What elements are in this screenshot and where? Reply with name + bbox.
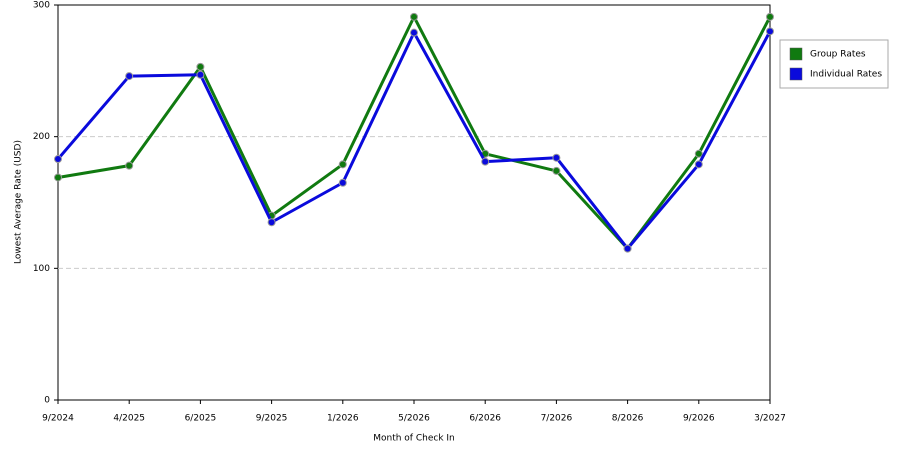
x-tick-label: 4/2025 [113, 414, 145, 424]
point [54, 155, 62, 164]
point [694, 160, 703, 169]
x-tick-label: 6/2025 [185, 414, 217, 424]
y-axis-label: Lowest Average Rate (USD) [14, 140, 24, 264]
x-tick-label: 9/2026 [683, 414, 715, 424]
point [267, 218, 276, 227]
x-tick-label: 1/2026 [327, 414, 359, 424]
point [125, 161, 134, 170]
x-tick-label: 9/2025 [256, 414, 288, 424]
x-tick-label: 3/2027 [754, 414, 786, 424]
y-tick-label: 100 [33, 264, 50, 274]
point [766, 27, 774, 36]
y-tick-label: 200 [33, 132, 50, 142]
y-tick-label: 0 [44, 396, 50, 406]
legend-box [779, 39, 889, 89]
point [552, 153, 561, 162]
legend-label: Group Rates [810, 50, 866, 60]
x-tick-label: 9/2024 [42, 414, 74, 424]
y-tick-label: 300 [33, 1, 50, 11]
point [196, 70, 205, 79]
x-axis-label: Month of Check In [373, 434, 455, 444]
legend-label: Individual Rates [810, 70, 882, 80]
x-tick-label: 7/2026 [541, 414, 573, 424]
point [338, 160, 347, 169]
point [694, 149, 703, 158]
plot-area [57, 4, 771, 401]
point [410, 12, 418, 21]
legend-swatch [789, 67, 803, 81]
point [552, 166, 561, 175]
x-tick-label: 8/2026 [612, 414, 644, 424]
point [410, 28, 418, 37]
point [54, 173, 62, 182]
legend-swatch [789, 47, 803, 61]
point [766, 12, 774, 21]
point [196, 62, 205, 71]
legend: Group Rates Individual Rates [779, 39, 889, 89]
point [338, 178, 347, 187]
point [481, 157, 490, 166]
point [125, 72, 134, 81]
x-tick-label: 6/2026 [469, 414, 501, 424]
x-tick-label: 5/2026 [398, 414, 430, 424]
point [623, 244, 632, 253]
